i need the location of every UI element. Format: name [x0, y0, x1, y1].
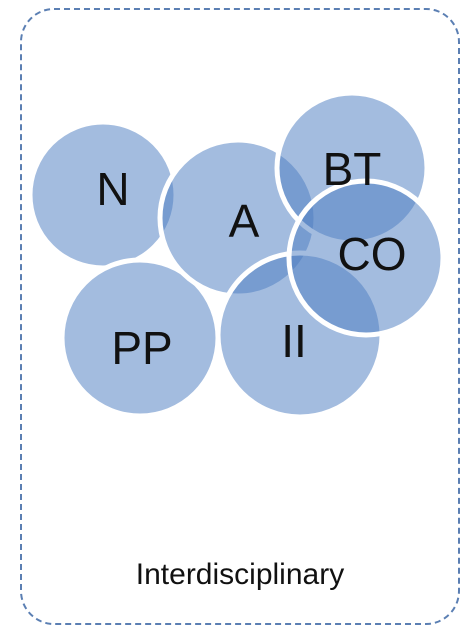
label-n: N [96, 163, 129, 215]
caption-interdisciplinary: Interdisciplinary [135, 558, 345, 591]
label-co: CO [338, 228, 407, 280]
label-pp: PP [111, 322, 172, 374]
circle-co [286, 178, 446, 338]
dashed-frame [20, 8, 460, 625]
label-ii: II [281, 315, 307, 367]
label-a: A [229, 195, 260, 247]
label-bt: BT [323, 143, 382, 195]
